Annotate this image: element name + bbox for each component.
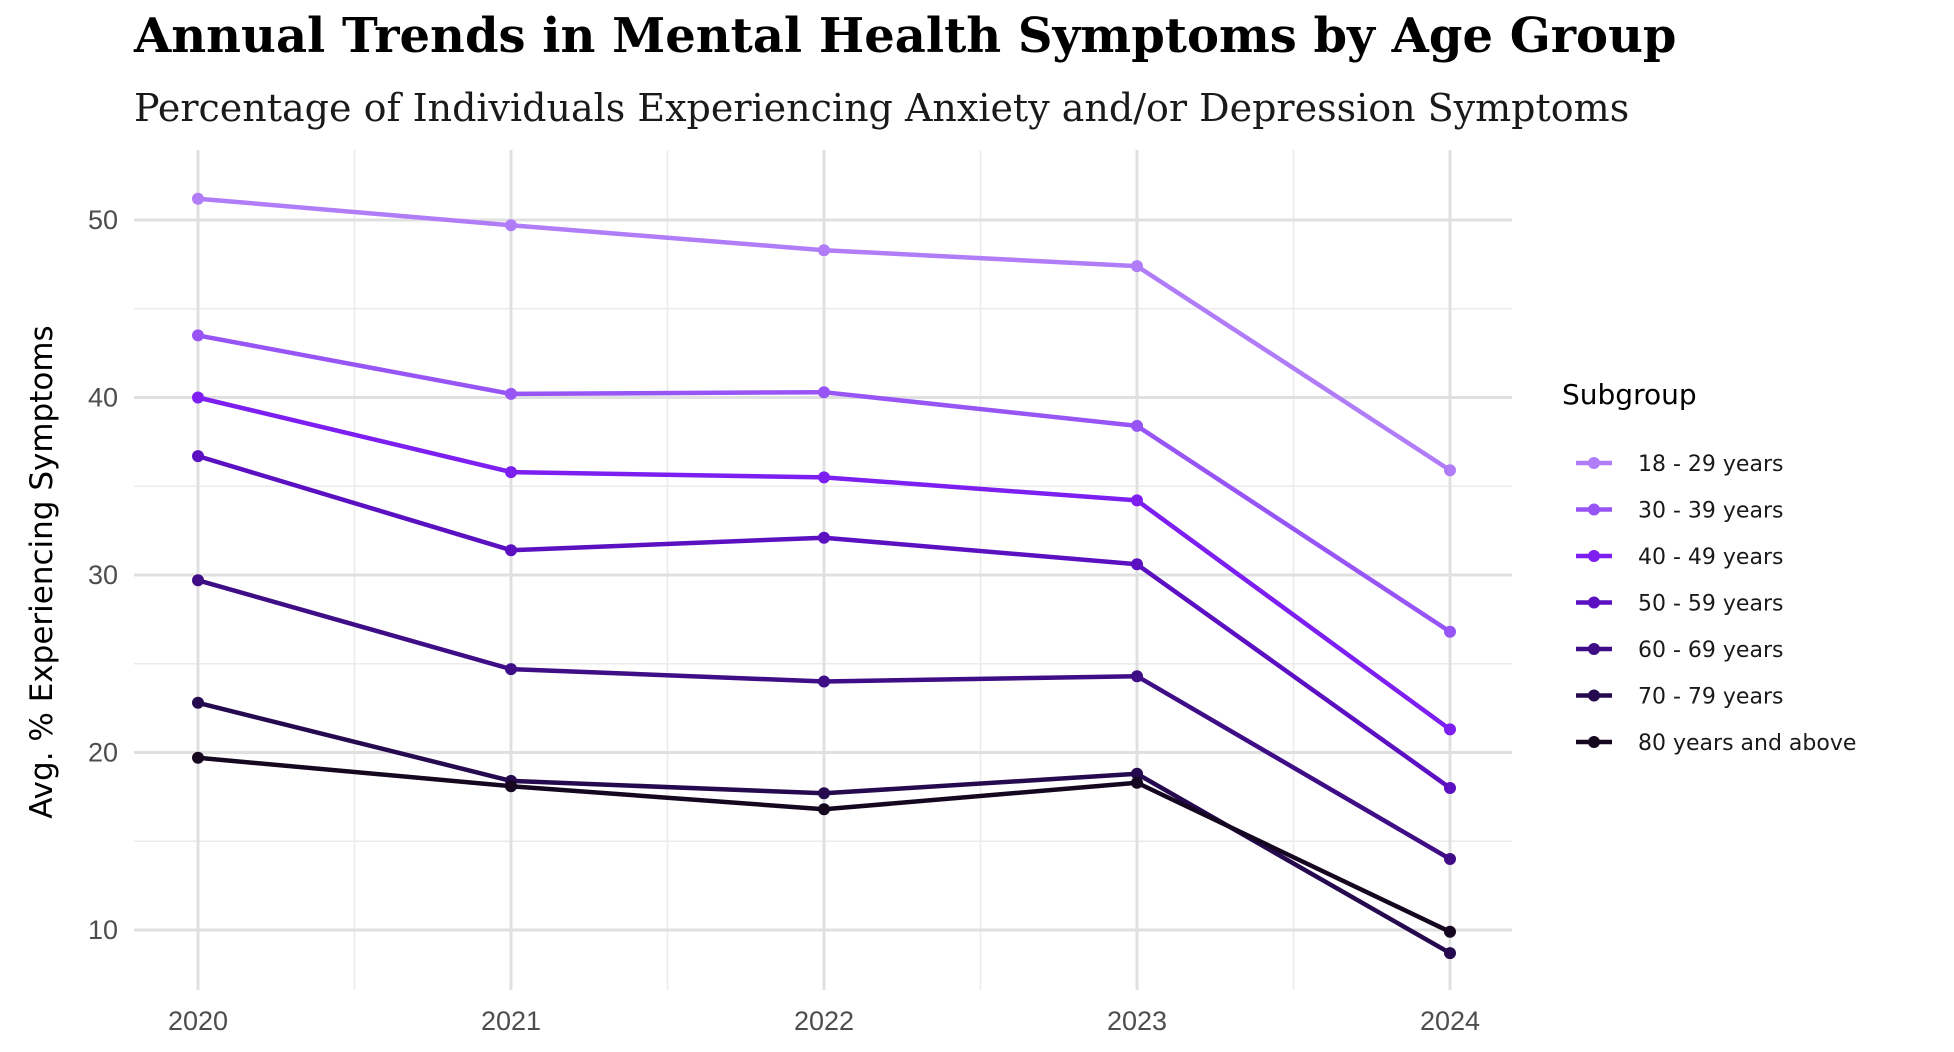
data-point xyxy=(818,675,830,688)
data-point xyxy=(1131,767,1143,780)
legend-swatch-point xyxy=(1588,596,1600,609)
data-point xyxy=(192,751,204,764)
data-point xyxy=(818,386,830,399)
data-point xyxy=(1444,853,1456,865)
data-point xyxy=(505,544,517,557)
data-point xyxy=(818,471,830,484)
data-point xyxy=(192,574,204,587)
series-1 xyxy=(192,192,1456,477)
series-4 xyxy=(192,450,1456,794)
legend-swatch-point xyxy=(1588,643,1600,655)
y-axis-ticks: 10 20 30 40 50 xyxy=(88,205,118,945)
legend-items: 18 - 29 years 30 - 39 years 40 - 49 years 5… xyxy=(1576,452,1856,756)
legend-item: 80 years and above xyxy=(1576,731,1856,756)
data-point xyxy=(1131,419,1143,432)
legend: Subgroup 18 - 29 years 30 - 39 years 40 - … xyxy=(1562,378,1856,756)
data-point xyxy=(1131,494,1143,507)
data-point xyxy=(1444,625,1456,638)
y-tick-label: 10 xyxy=(88,915,118,945)
series-2 xyxy=(192,329,1456,638)
legend-item: 60 - 69 years xyxy=(1576,638,1783,663)
data-point xyxy=(1444,464,1456,477)
legend-item: 18 - 29 years xyxy=(1576,452,1783,477)
series-5 xyxy=(192,574,1456,865)
data-point xyxy=(505,387,517,400)
legend-swatch-point xyxy=(1588,736,1600,748)
data-point xyxy=(192,696,204,709)
data-point xyxy=(818,531,830,544)
x-tick-label: 2021 xyxy=(481,1006,541,1036)
legend-swatch-point xyxy=(1588,503,1600,516)
data-point xyxy=(818,787,830,800)
legend-label: 18 - 29 years xyxy=(1638,452,1783,477)
legend-swatch-point xyxy=(1588,457,1600,469)
legend-item: 50 - 59 years xyxy=(1576,592,1783,617)
legend-swatch-point xyxy=(1588,689,1600,702)
series-lines xyxy=(192,192,1456,960)
data-point xyxy=(192,329,204,342)
data-point xyxy=(505,219,517,232)
x-tick-label: 2024 xyxy=(1420,1006,1480,1036)
x-tick-label: 2023 xyxy=(1107,1006,1167,1036)
data-point xyxy=(192,450,204,463)
data-point xyxy=(1444,947,1456,960)
legend-item: 30 - 39 years xyxy=(1576,499,1783,524)
data-point xyxy=(1131,558,1143,571)
data-point xyxy=(1131,776,1143,789)
chart-subtitle: Percentage of Individuals Experiencing A… xyxy=(134,86,1630,130)
y-tick-label: 30 xyxy=(88,560,118,590)
data-point xyxy=(1131,260,1143,273)
y-axis-label: Avg. % Experiencing Symptoms xyxy=(24,325,60,818)
y-tick-label: 50 xyxy=(88,205,118,235)
data-point xyxy=(1444,782,1456,794)
legend-item: 40 - 49 years xyxy=(1576,545,1783,570)
legend-swatch-point xyxy=(1588,550,1600,562)
y-tick-label: 20 xyxy=(88,738,118,768)
legend-label: 40 - 49 years xyxy=(1638,545,1783,570)
data-point xyxy=(505,466,517,479)
legend-label: 70 - 79 years xyxy=(1638,685,1783,710)
data-point xyxy=(192,192,204,205)
legend-title: Subgroup xyxy=(1562,378,1697,411)
x-tick-label: 2022 xyxy=(794,1006,854,1036)
chart-title: Annual Trends in Mental Health Symptoms … xyxy=(134,8,1677,64)
legend-label: 50 - 59 years xyxy=(1638,592,1783,617)
x-tick-label: 2020 xyxy=(168,1006,228,1036)
data-point xyxy=(505,780,517,793)
legend-item: 70 - 79 years xyxy=(1576,685,1783,710)
data-point xyxy=(1444,723,1456,736)
x-axis-ticks: 2020 2021 2022 2023 2024 xyxy=(168,1006,1480,1036)
legend-label: 80 years and above xyxy=(1638,731,1856,756)
data-point xyxy=(192,391,204,404)
series-3 xyxy=(192,391,1456,736)
data-point xyxy=(818,244,830,257)
data-point xyxy=(1444,925,1456,938)
legend-label: 60 - 69 years xyxy=(1638,638,1783,663)
data-point xyxy=(505,663,517,676)
series-7 xyxy=(192,751,1456,938)
y-tick-label: 40 xyxy=(88,383,118,413)
legend-label: 30 - 39 years xyxy=(1638,499,1783,524)
data-point xyxy=(1131,670,1143,683)
data-point xyxy=(818,803,830,816)
